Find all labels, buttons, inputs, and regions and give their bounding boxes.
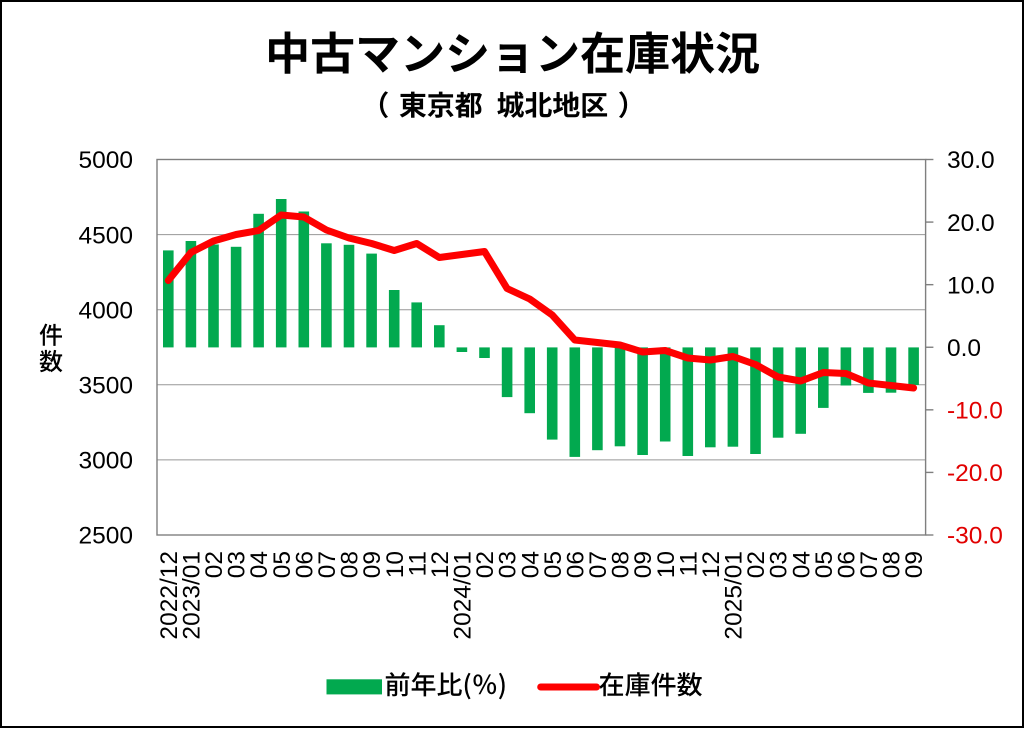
svg-text:03: 03	[766, 551, 793, 578]
svg-text:12: 12	[427, 551, 454, 578]
svg-text:09: 09	[901, 551, 928, 578]
svg-text:4000: 4000	[78, 297, 133, 324]
svg-text:06: 06	[562, 551, 589, 578]
svg-text:06: 06	[834, 551, 861, 578]
svg-text:10: 10	[382, 551, 409, 578]
svg-text:5000: 5000	[78, 147, 133, 174]
svg-text:04: 04	[246, 551, 273, 578]
svg-text:04: 04	[517, 551, 544, 578]
svg-text:30.0: 30.0	[947, 147, 995, 174]
svg-text:09: 09	[630, 551, 657, 578]
svg-text:07: 07	[856, 551, 883, 578]
svg-text:3500: 3500	[78, 373, 133, 400]
svg-text:03: 03	[495, 551, 522, 578]
svg-text:05: 05	[269, 551, 296, 578]
svg-text:2024/01: 2024/01	[450, 551, 477, 640]
svg-text:10.0: 10.0	[947, 272, 995, 299]
svg-text:-30.0: -30.0	[947, 523, 1003, 550]
svg-text:11: 11	[675, 551, 702, 576]
svg-text:-20.0: -20.0	[947, 460, 1003, 487]
svg-text:2500: 2500	[78, 523, 133, 550]
svg-text:10: 10	[653, 551, 680, 578]
svg-text:3000: 3000	[78, 448, 133, 475]
svg-text:-10.0: -10.0	[947, 398, 1003, 425]
svg-text:20.0: 20.0	[947, 210, 995, 237]
svg-text:05: 05	[811, 551, 838, 578]
svg-text:02: 02	[472, 551, 499, 578]
svg-text:2023/01: 2023/01	[179, 551, 206, 640]
svg-text:03: 03	[224, 551, 251, 578]
svg-text:4500: 4500	[78, 222, 133, 249]
svg-text:07: 07	[585, 551, 612, 578]
svg-text:2022/12: 2022/12	[156, 551, 183, 640]
svg-text:12: 12	[698, 551, 725, 578]
svg-text:2025/01: 2025/01	[721, 551, 748, 640]
svg-text:02: 02	[201, 551, 228, 578]
svg-text:09: 09	[359, 551, 386, 578]
svg-text:06: 06	[291, 551, 318, 578]
svg-text:11: 11	[404, 551, 431, 576]
svg-text:08: 08	[608, 551, 635, 578]
svg-text:08: 08	[879, 551, 906, 578]
svg-text:02: 02	[743, 551, 770, 578]
svg-text:07: 07	[314, 551, 341, 578]
svg-text:04: 04	[788, 551, 815, 578]
svg-text:0.0: 0.0	[947, 335, 981, 362]
svg-text:08: 08	[337, 551, 364, 578]
svg-text:05: 05	[540, 551, 567, 578]
